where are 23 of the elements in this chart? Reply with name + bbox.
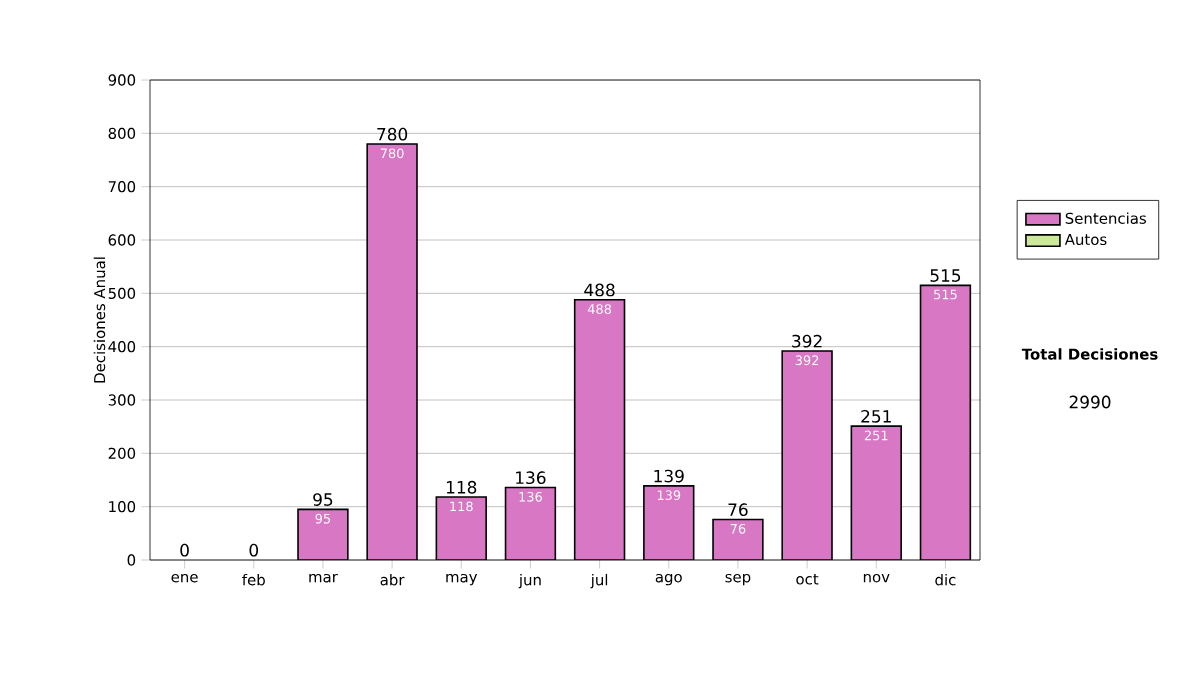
total-label: 136 [516, 471, 546, 485]
total-label: 0 [249, 543, 259, 557]
total-label: 488 [584, 283, 615, 297]
total-label: 76 [728, 503, 748, 517]
bar [643, 485, 694, 560]
total-label: 0 [180, 543, 189, 557]
total-label: 95 [313, 493, 333, 506]
bar [367, 144, 417, 560]
total-label: 780 [377, 127, 408, 141]
bar [713, 519, 763, 560]
total-label: 139 [654, 469, 684, 483]
total-label: 392 [792, 334, 822, 348]
total-label: 515 [930, 269, 961, 282]
bar [782, 350, 832, 560]
bar [436, 497, 487, 560]
bar [574, 299, 625, 560]
bar [505, 487, 556, 560]
bar [919, 284, 972, 560]
total-label: 251 [861, 409, 891, 423]
bar [851, 426, 902, 560]
bar [298, 509, 348, 560]
total-label: 118 [446, 480, 477, 494]
text: 2990 [1069, 395, 1111, 409]
